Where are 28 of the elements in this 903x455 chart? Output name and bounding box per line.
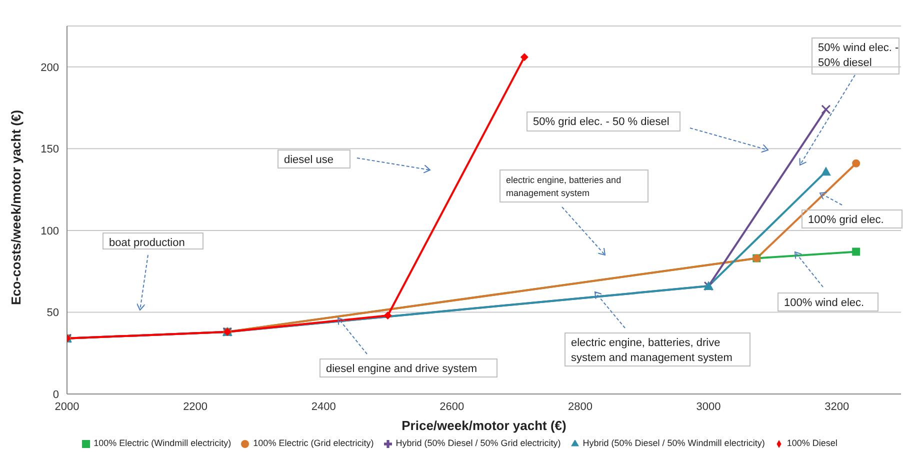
annotation: 50% wind elec. - 50% diesel: [818, 42, 900, 69]
y-tick-label: 0: [52, 388, 59, 401]
annotation: 100% grid elec.: [808, 214, 884, 226]
x-tick-label: 3200: [824, 400, 850, 413]
legend-label: Hybrid (50% Diesel / 50% Grid electricity): [396, 438, 561, 448]
annotation: diesel engine and drive system: [326, 363, 478, 375]
x-axis-title: Price/week/motor yacht (€): [402, 418, 566, 433]
annotation: electric engine, batteries and management system: [506, 175, 622, 198]
annotation: diesel use: [284, 154, 334, 166]
x-tick-label: 2400: [311, 400, 336, 413]
x-tick-label: 2800: [568, 400, 592, 413]
y-tick-label: 200: [40, 62, 59, 74]
annotation: 100% wind elec.: [784, 297, 864, 309]
y-tick-label: 150: [40, 144, 59, 156]
x-tick-label: 3000: [696, 400, 721, 413]
legend-label: 100% Electric (Grid electricity): [253, 438, 374, 448]
y-tick-label: 100: [40, 225, 59, 238]
annotation: 50% grid elec. - 50 % diesel: [533, 116, 670, 128]
annotation: boat production: [109, 237, 185, 249]
x-tick-label: 2200: [183, 400, 208, 413]
annotation: electric engine, batteries, drive system and management system: [571, 337, 732, 364]
x-tick-label: 2600: [440, 400, 464, 413]
x-tick-label: 2000: [54, 400, 80, 413]
legend-label: 100% Diesel: [786, 438, 838, 448]
legend-label: Hybrid (50% Diesel / 50% Windmill electricity): [582, 438, 765, 448]
legend-label: 100% Electric (Windmill electricity): [94, 438, 232, 448]
y-axis-title: Eco-costs/week/motor yacht (€): [8, 110, 24, 305]
y-tick-label: 50: [46, 307, 59, 320]
